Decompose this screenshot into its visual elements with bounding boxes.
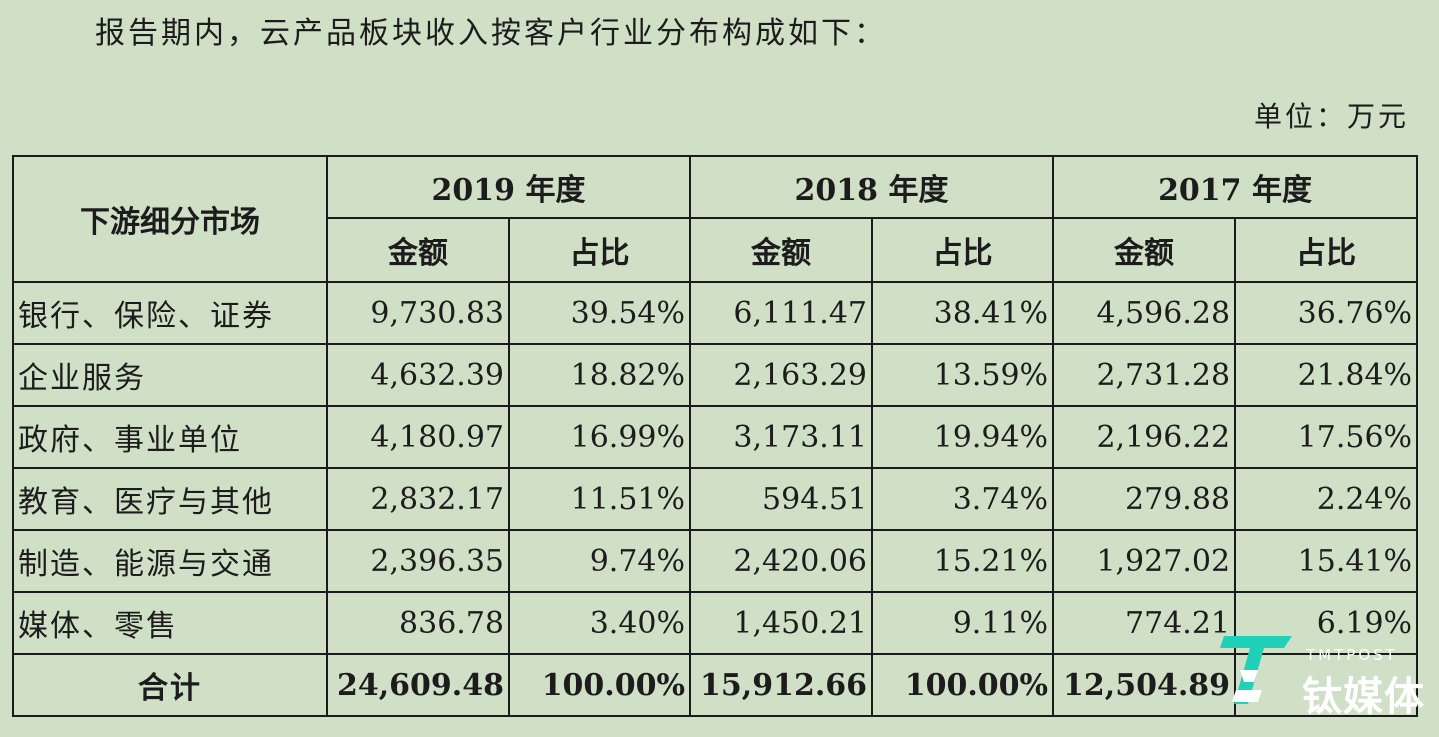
amount-cell: 594.51 <box>689 467 874 531</box>
amount-cell: 4,632.39 <box>326 343 510 407</box>
category-cell: 教育、医疗与其他 <box>12 467 328 531</box>
amount-cell: 9,730.83 <box>326 281 510 345</box>
amount-cell: 2,832.17 <box>326 467 510 531</box>
table-row: 教育、医疗与其他 2,832.17 11.51% 594.51 3.74% 27… <box>12 467 1419 531</box>
table-row: 银行、保险、证券 9,730.83 39.54% 6,111.47 38.41%… <box>12 281 1419 345</box>
total-share-cell: 100.00% <box>507 653 692 717</box>
category-cell: 制造、能源与交通 <box>12 529 328 593</box>
share-cell: 15.21% <box>871 529 1055 593</box>
header-row-metrics: 金额 占比 金额 占比 金额 占比 <box>13 217 1419 283</box>
share-cell: 3.40% <box>507 591 692 655</box>
share-cell: 13.59% <box>871 343 1055 407</box>
share-cell: 17.56% <box>1234 405 1419 469</box>
revenue-by-industry-table: 下游细分市场 2019 年度 2018 年度 2017 年度 金额 占比 金额 … <box>12 155 1419 717</box>
total-row: 合计 24,609.48 100.00% 15,912.66 100.00% 1… <box>12 653 1419 717</box>
share-cell: 9.74% <box>507 529 692 593</box>
amount-cell: 774.21 <box>1052 591 1237 655</box>
amount-cell: 2,163.29 <box>689 343 874 407</box>
watermark-name: 钛媒体 <box>1302 674 1425 720</box>
share-cell: 6.19% <box>1234 591 1419 655</box>
table-row: 企业服务 4,632.39 18.82% 2,163.29 13.59% 2,7… <box>12 343 1419 407</box>
amount-header: 金额 <box>689 217 874 283</box>
total-amount-cell: 15,912.66 <box>689 653 874 717</box>
amount-cell: 2,420.06 <box>689 529 874 593</box>
share-cell: 11.51% <box>507 467 692 531</box>
share-cell: 38.41% <box>871 281 1055 345</box>
total-amount-cell: 12,504.89 <box>1052 653 1237 717</box>
category-cell: 政府、事业单位 <box>12 405 328 469</box>
amount-cell: 6,111.47 <box>689 281 874 345</box>
amount-header: 金额 <box>1052 217 1237 283</box>
share-cell: 18.82% <box>507 343 692 407</box>
share-header: 占比 <box>871 217 1055 283</box>
total-label-cell: 合计 <box>12 653 328 717</box>
category-cell: 媒体、零售 <box>12 591 328 655</box>
total-share-cell: 100.00% <box>871 653 1055 717</box>
amount-cell: 4,180.97 <box>326 405 510 469</box>
unit-label: 单位：万元 <box>1253 100 1409 133</box>
corner-header: 下游细分市场 <box>12 155 328 283</box>
amount-cell: 836.78 <box>326 591 510 655</box>
amount-cell: 2,731.28 <box>1052 343 1237 407</box>
amount-cell: 1,927.02 <box>1052 529 1237 593</box>
amount-cell: 4,596.28 <box>1052 281 1237 345</box>
category-cell: 银行、保险、证券 <box>12 281 328 345</box>
share-cell: 16.99% <box>507 405 692 469</box>
amount-cell: 279.88 <box>1052 467 1237 531</box>
amount-cell: 3,173.11 <box>689 405 874 469</box>
table-row: 制造、能源与交通 2,396.35 9.74% 2,420.06 15.21% … <box>12 529 1419 593</box>
total-amount-cell: 24,609.48 <box>326 653 510 717</box>
amount-header: 金额 <box>326 217 510 283</box>
amount-cell: 2,196.22 <box>1052 405 1237 469</box>
share-cell: 39.54% <box>507 281 692 345</box>
tmtpost-watermark: TMTPOST 钛媒体 <box>1218 628 1424 720</box>
share-cell: 21.84% <box>1234 343 1419 407</box>
header-row-years: 下游细分市场 2019 年度 2018 年度 2017 年度 <box>12 155 1419 283</box>
tmtpost-logo-icon <box>1220 636 1292 704</box>
year-header: 2017 年度 <box>1052 155 1419 219</box>
table-row: 媒体、零售 836.78 3.40% 1,450.21 9.11% 774.21… <box>12 591 1419 655</box>
watermark-brand: TMTPOST <box>1306 646 1398 664</box>
year-header: 2018 年度 <box>689 155 1055 219</box>
amount-cell: 1,450.21 <box>689 591 874 655</box>
share-cell: 36.76% <box>1234 281 1419 345</box>
share-cell: 3.74% <box>871 467 1055 531</box>
category-cell: 企业服务 <box>12 343 328 407</box>
amount-cell: 2,396.35 <box>326 529 510 593</box>
total-share-cell <box>1234 653 1419 717</box>
share-cell: 9.11% <box>871 591 1055 655</box>
table-row: 政府、事业单位 4,180.97 16.99% 3,173.11 19.94% … <box>12 405 1419 469</box>
year-header: 2019 年度 <box>325 155 692 219</box>
share-cell: 15.41% <box>1234 529 1419 593</box>
share-header: 占比 <box>507 217 692 283</box>
share-cell: 2.24% <box>1234 467 1419 531</box>
intro-text: 报告期内，云产品板块收入按客户行业分布构成如下： <box>95 16 887 51</box>
share-cell: 19.94% <box>871 405 1055 469</box>
share-header: 占比 <box>1234 217 1419 283</box>
